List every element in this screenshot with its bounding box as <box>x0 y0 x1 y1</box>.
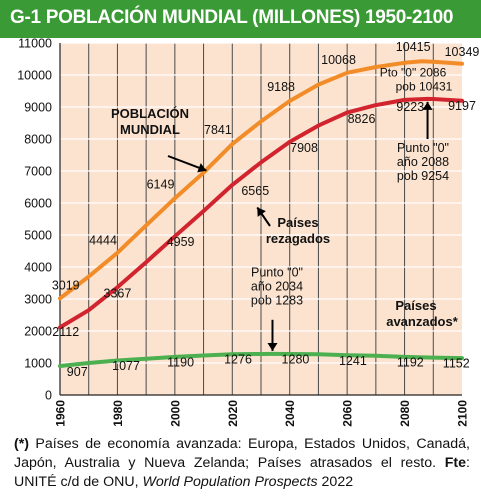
y-tick-label: 1000 <box>24 357 52 371</box>
developed-peak-annotation: año 2034 <box>251 280 303 294</box>
data-label: 10415 <box>396 40 431 54</box>
x-tick-label: 2040 <box>283 400 297 427</box>
y-tick-label: 2000 <box>24 325 52 339</box>
data-label: 10068 <box>321 53 356 67</box>
developing-peak-annotation: pob 9254 <box>397 169 449 183</box>
data-label: 8826 <box>348 112 376 126</box>
x-tick-label: 1960 <box>54 400 68 427</box>
x-tick-label: 2080 <box>398 400 412 427</box>
x-tick-label: 2100 <box>456 400 470 427</box>
y-tick-label: 0 <box>45 389 52 403</box>
developing-peak-annotation: año 2088 <box>397 155 449 169</box>
developed-series-label: Países <box>395 298 436 313</box>
developed-peak-annotation: pob 1283 <box>251 294 303 308</box>
world-peak-annotation: Pto "0" 2086 <box>380 66 447 80</box>
developing-label-arrow-head <box>257 207 266 217</box>
footnote-source-label: Fte <box>444 455 467 471</box>
data-label: 1152 <box>443 356 470 370</box>
footnote-source-title: World Population Prospects <box>142 474 318 490</box>
data-label: 1077 <box>112 359 140 373</box>
world-line <box>58 59 464 301</box>
y-tick-label: 6000 <box>24 197 52 211</box>
world-series-label: MUNDIAL <box>120 122 180 137</box>
developed-peak-arrow-head <box>267 342 278 351</box>
data-label: 7908 <box>290 141 318 155</box>
data-label: 4444 <box>89 234 117 248</box>
world-label-arrow-head <box>197 163 207 173</box>
data-label: 4959 <box>167 235 195 249</box>
x-tick-label: 1980 <box>111 400 125 427</box>
data-label: 3367 <box>104 286 132 300</box>
developing-series-label: Países <box>277 215 318 230</box>
developing-peak-annotation: Punto "0" <box>397 141 449 155</box>
population-line-chart: 0 1000 2000 3000 4000 5000 6000 7000 8000 9000 100… <box>17 38 480 427</box>
data-label: 9197 <box>448 99 476 113</box>
data-label: 1192 <box>397 356 424 370</box>
world-peak-annotation: pob 10431 <box>396 80 453 94</box>
data-label: 2112 <box>52 325 79 339</box>
footnote-year: 2022 <box>317 474 354 490</box>
y-tick-label: 3000 <box>24 293 52 307</box>
data-label: 3019 <box>52 278 80 292</box>
data-label: 6565 <box>241 184 269 198</box>
chart-title: G-1 POBLACIÓN MUNDIAL (MILLONES) 1950-21… <box>10 7 454 28</box>
x-tick-label: 2060 <box>341 400 355 427</box>
developing-series-label: rezagados <box>266 231 330 246</box>
y-tick-label: 4000 <box>24 261 52 275</box>
data-label: 6149 <box>147 178 175 192</box>
data-label: 907 <box>67 365 88 379</box>
footnote-source-text: : UNITÉ c/d de ONU, <box>14 455 470 490</box>
data-label: 1241 <box>339 354 367 368</box>
data-label: 9223 <box>396 100 424 114</box>
data-label: 9188 <box>267 80 295 94</box>
y-tick-label: 5000 <box>24 229 52 243</box>
data-label: 10349 <box>445 45 480 59</box>
y-tick-label: 8000 <box>24 133 52 147</box>
title-bar: G-1 POBLACIÓN MUNDIAL (MILLONES) 1950-21… <box>0 0 481 38</box>
developed-line <box>58 351 464 368</box>
developing-line <box>58 96 464 330</box>
y-tick-label: 11000 <box>18 38 52 51</box>
data-label: 7841 <box>204 123 232 137</box>
footnote-text: Países de economía avanzada: Europa, Est… <box>14 436 470 471</box>
x-tick-label: 2000 <box>168 400 182 427</box>
footnote: (*) Países de economía avanzada: Europa,… <box>14 435 470 492</box>
y-tick-label: 7000 <box>24 165 52 179</box>
data-label: 1190 <box>167 356 194 370</box>
y-tick-label: 9000 <box>24 101 52 115</box>
x-tick-label: 2020 <box>226 400 240 427</box>
developed-series-label: avanzados* <box>386 314 458 329</box>
world-series-label: POBLACIÓN <box>111 106 189 121</box>
developing-peak-arrow-head <box>422 101 433 110</box>
data-label: 1280 <box>282 353 310 367</box>
developed-peak-annotation: Punto "0" <box>251 266 303 280</box>
y-tick-label: 10000 <box>17 69 52 83</box>
footnote-star: (*) <box>14 436 29 452</box>
data-label: 1276 <box>224 353 252 367</box>
